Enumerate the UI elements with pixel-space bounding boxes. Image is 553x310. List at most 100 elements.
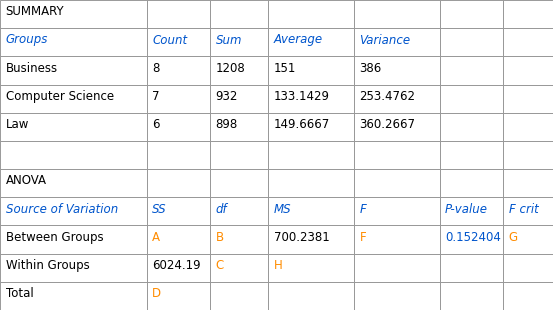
- Text: 6024.19: 6024.19: [152, 259, 201, 272]
- Text: 7: 7: [152, 90, 160, 103]
- Bar: [268, 56, 354, 85]
- Bar: [354, 113, 440, 141]
- Bar: [268, 141, 354, 169]
- Bar: [210, 197, 268, 225]
- Bar: [503, 56, 553, 85]
- Bar: [354, 282, 440, 310]
- Text: Average: Average: [274, 33, 323, 46]
- Bar: [440, 169, 503, 197]
- Bar: [268, 113, 354, 141]
- Bar: [268, 85, 354, 113]
- Text: 8: 8: [152, 62, 159, 75]
- Bar: [147, 254, 210, 282]
- Text: H: H: [274, 259, 283, 272]
- Bar: [268, 282, 354, 310]
- Bar: [440, 113, 503, 141]
- Bar: [503, 28, 553, 56]
- Bar: [440, 28, 503, 56]
- Text: MS: MS: [274, 203, 291, 215]
- Bar: [268, 0, 354, 28]
- Text: D: D: [152, 287, 161, 300]
- Bar: [210, 56, 268, 85]
- Bar: [0, 56, 147, 85]
- Bar: [354, 225, 440, 254]
- Text: P-value: P-value: [445, 203, 488, 215]
- Bar: [147, 113, 210, 141]
- Text: F: F: [359, 203, 366, 215]
- Bar: [0, 197, 147, 225]
- Text: 149.6667: 149.6667: [274, 118, 330, 131]
- Bar: [0, 28, 147, 56]
- Text: SUMMARY: SUMMARY: [6, 5, 64, 18]
- Text: Variance: Variance: [359, 33, 410, 46]
- Text: 6: 6: [152, 118, 160, 131]
- Bar: [440, 56, 503, 85]
- Text: F crit: F crit: [509, 203, 539, 215]
- Bar: [354, 169, 440, 197]
- Bar: [354, 197, 440, 225]
- Bar: [440, 0, 503, 28]
- Text: Business: Business: [6, 62, 58, 75]
- Bar: [268, 169, 354, 197]
- Bar: [0, 282, 147, 310]
- Bar: [210, 0, 268, 28]
- Bar: [147, 197, 210, 225]
- Bar: [440, 141, 503, 169]
- Text: SS: SS: [152, 203, 166, 215]
- Bar: [268, 225, 354, 254]
- Text: 360.2667: 360.2667: [359, 118, 415, 131]
- Text: Law: Law: [6, 118, 29, 131]
- Bar: [503, 113, 553, 141]
- Text: 386: 386: [359, 62, 382, 75]
- Text: B: B: [216, 231, 224, 244]
- Text: Sum: Sum: [216, 33, 242, 46]
- Bar: [354, 85, 440, 113]
- Bar: [354, 0, 440, 28]
- Bar: [0, 254, 147, 282]
- Text: C: C: [216, 259, 224, 272]
- Bar: [210, 282, 268, 310]
- Bar: [440, 85, 503, 113]
- Bar: [0, 85, 147, 113]
- Text: F: F: [359, 231, 366, 244]
- Bar: [210, 225, 268, 254]
- Bar: [147, 28, 210, 56]
- Bar: [210, 169, 268, 197]
- Bar: [147, 282, 210, 310]
- Bar: [147, 169, 210, 197]
- Bar: [440, 282, 503, 310]
- Text: 1208: 1208: [216, 62, 246, 75]
- Bar: [268, 254, 354, 282]
- Bar: [440, 254, 503, 282]
- Bar: [210, 254, 268, 282]
- Bar: [503, 197, 553, 225]
- Bar: [147, 141, 210, 169]
- Text: Computer Science: Computer Science: [6, 90, 114, 103]
- Bar: [147, 85, 210, 113]
- Text: 898: 898: [216, 118, 238, 131]
- Text: df: df: [216, 203, 227, 215]
- Bar: [0, 113, 147, 141]
- Text: G: G: [509, 231, 518, 244]
- Text: Groups: Groups: [6, 33, 48, 46]
- Bar: [354, 28, 440, 56]
- Text: 253.4762: 253.4762: [359, 90, 415, 103]
- Text: 151: 151: [274, 62, 296, 75]
- Bar: [503, 282, 553, 310]
- Bar: [354, 56, 440, 85]
- Text: 700.2381: 700.2381: [274, 231, 330, 244]
- Bar: [354, 141, 440, 169]
- Bar: [503, 141, 553, 169]
- Bar: [503, 169, 553, 197]
- Text: Within Groups: Within Groups: [6, 259, 89, 272]
- Bar: [503, 85, 553, 113]
- Text: Source of Variation: Source of Variation: [6, 203, 118, 215]
- Text: Count: Count: [152, 33, 187, 46]
- Text: 133.1429: 133.1429: [274, 90, 330, 103]
- Bar: [503, 254, 553, 282]
- Bar: [0, 141, 147, 169]
- Bar: [440, 225, 503, 254]
- Bar: [503, 225, 553, 254]
- Bar: [354, 254, 440, 282]
- Text: ANOVA: ANOVA: [6, 175, 46, 188]
